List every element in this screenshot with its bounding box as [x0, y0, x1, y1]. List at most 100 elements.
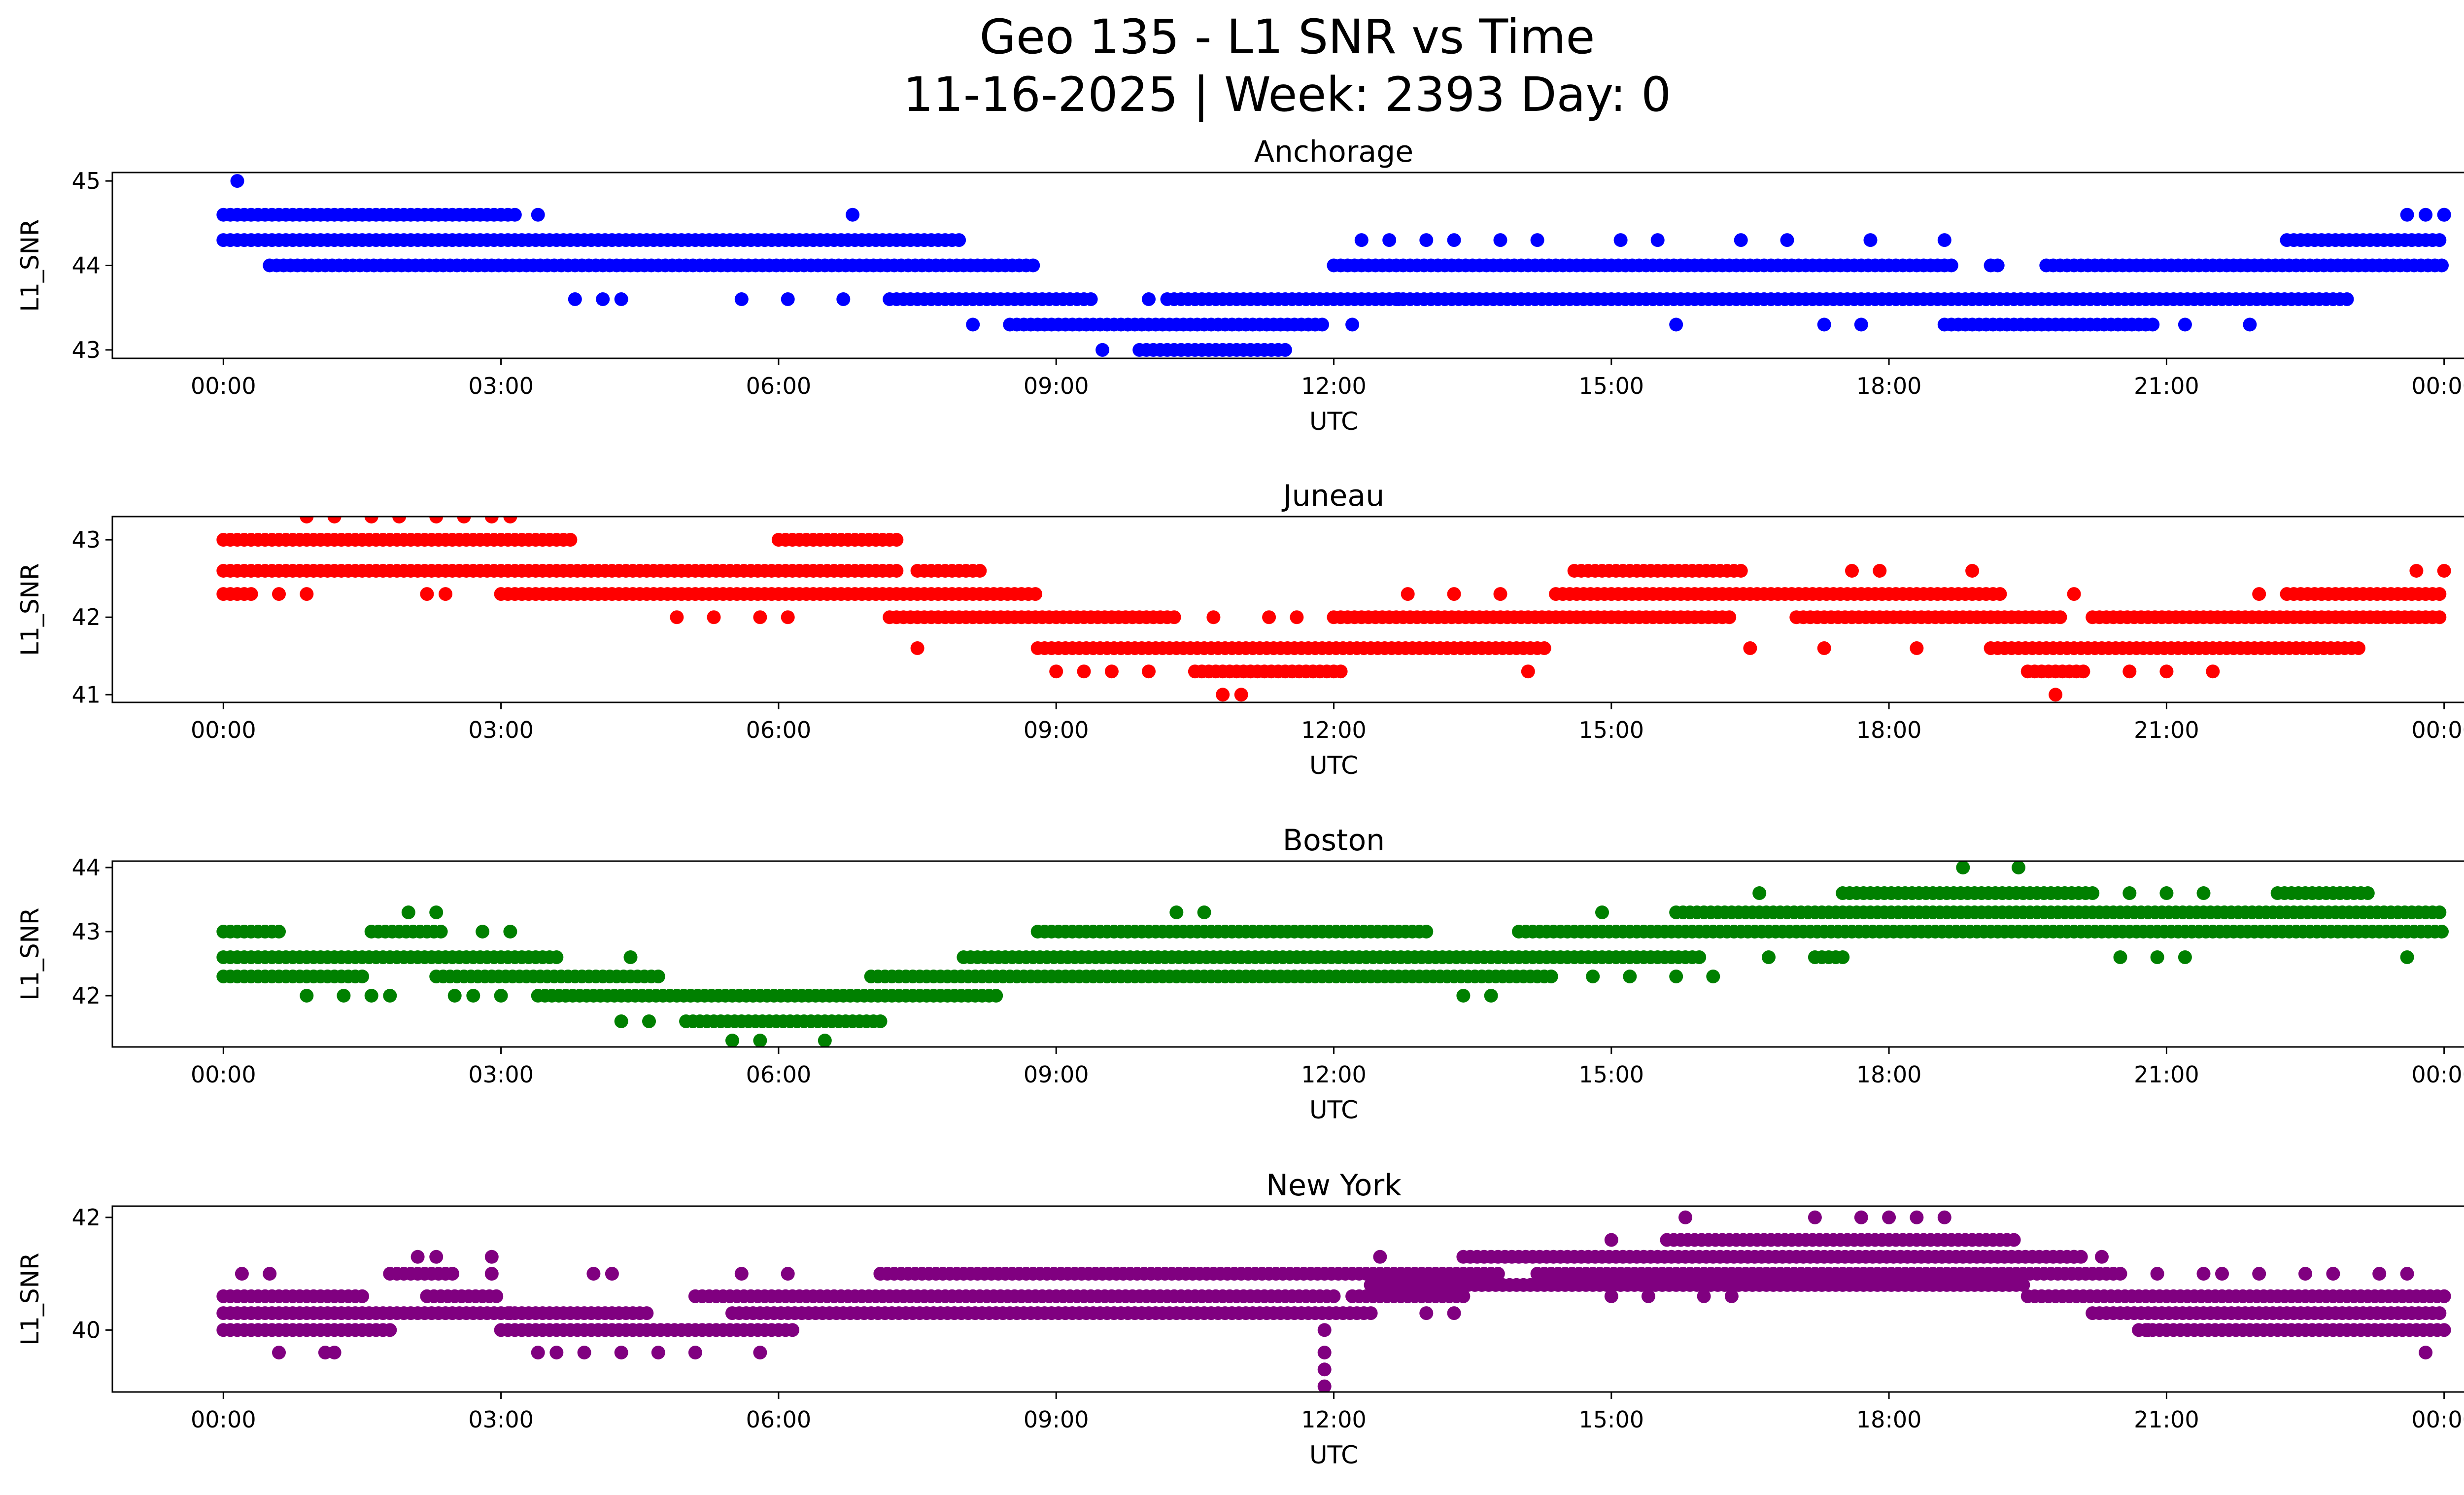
data-point	[2141, 1323, 2155, 1337]
data-point	[1537, 641, 1551, 655]
data-point	[401, 905, 415, 919]
data-point	[1206, 610, 1221, 625]
data-point	[327, 517, 342, 523]
data-point	[2432, 587, 2447, 601]
panel-title: Juneau	[1281, 479, 1384, 513]
data-point	[973, 564, 987, 578]
data-point	[1142, 292, 1156, 306]
data-point	[1623, 970, 1637, 983]
data-point	[563, 533, 578, 547]
panel-anchorage: Anchorage 43 44 45 00:00 03:00 06:00 09:00 12:00…	[16, 135, 2464, 436]
data-point	[781, 1267, 795, 1281]
data-point	[2113, 950, 2127, 964]
data-point	[651, 1346, 665, 1359]
x-tick-label: 00:00	[2411, 1406, 2464, 1433]
x-tick-label: 09:00	[1024, 1061, 1089, 1088]
data-point	[2252, 587, 2266, 601]
data-point	[1697, 1289, 1711, 1303]
x-tick-label: 18:00	[1856, 1406, 1922, 1433]
data-point	[300, 989, 314, 1003]
chart-subtitle: 11-16-2025 | Week: 2393 Day: 0	[903, 67, 1672, 123]
data-point	[1641, 1289, 1655, 1303]
y-tick-label: 43	[71, 526, 101, 553]
data-point	[1669, 970, 1683, 983]
data-point	[1530, 233, 1544, 247]
series-points	[216, 1210, 2451, 1392]
data-point	[2340, 292, 2354, 306]
data-point	[2159, 1323, 2174, 1337]
data-point	[2007, 1233, 2021, 1247]
data-point	[2437, 1323, 2451, 1337]
data-point	[1722, 610, 1737, 625]
data-point	[734, 292, 749, 306]
data-point	[1817, 317, 1831, 332]
x-tick-label: 15:00	[1579, 1061, 1644, 1088]
panel-new-york: New York 40 42 00:00 03:00 06:00 09:00 12:00 15:…	[16, 1168, 2464, 1469]
panel-title: New York	[1266, 1168, 1402, 1203]
data-point	[596, 292, 610, 306]
data-point	[355, 1289, 369, 1303]
data-point	[1493, 233, 1507, 247]
data-point	[1447, 233, 1461, 247]
data-point	[434, 925, 448, 939]
data-point	[2067, 1250, 2081, 1264]
x-tick-label: 21:00	[2134, 1061, 2199, 1088]
data-point	[1965, 564, 1980, 578]
x-tick-label: 21:00	[2134, 1406, 2199, 1433]
x-tick-label: 09:00	[1024, 717, 1089, 743]
data-point	[230, 174, 244, 188]
y-tick-label: 41	[71, 681, 101, 708]
x-tick-label: 03:00	[468, 1061, 534, 1088]
data-point	[429, 905, 444, 919]
x-tick-label: 00:00	[191, 373, 256, 399]
data-point	[2113, 1267, 2127, 1281]
data-point	[1419, 1306, 1434, 1321]
data-point	[1197, 905, 1211, 919]
data-point	[1780, 233, 1794, 247]
data-point	[2150, 950, 2164, 964]
data-point	[1049, 664, 1063, 679]
x-axis-label: UTC	[1309, 1096, 1358, 1124]
data-point	[272, 925, 286, 939]
data-point	[1028, 587, 1042, 601]
data-point	[873, 1267, 888, 1281]
data-point	[1188, 292, 1202, 306]
data-point	[2437, 564, 2451, 578]
data-point	[1544, 970, 1558, 983]
data-point	[2086, 886, 2100, 900]
data-point	[890, 564, 904, 578]
data-point	[1678, 1210, 1692, 1224]
panels: Anchorage 43 44 45 00:00 03:00 06:00 09:00 12:00…	[16, 135, 2464, 1469]
data-point	[263, 1267, 277, 1281]
y-tick-label: 44	[71, 252, 101, 279]
y-axis-label: L1_SNR	[16, 907, 44, 1001]
data-point	[2122, 664, 2137, 679]
x-tick-label: 03:00	[468, 1406, 534, 1433]
data-point	[2178, 950, 2192, 964]
data-point	[549, 1346, 564, 1359]
data-point	[549, 950, 564, 964]
data-point	[2400, 950, 2414, 964]
data-point	[2435, 258, 2449, 273]
data-point	[1317, 1346, 1332, 1359]
x-tick-label: 15:00	[1579, 1406, 1644, 1433]
x-tick-label: 21:00	[2134, 717, 2199, 743]
data-point	[484, 517, 499, 523]
x-tick-label: 06:00	[746, 717, 812, 743]
data-point	[235, 1267, 249, 1281]
data-point	[484, 1267, 499, 1281]
x-tick-label: 12:00	[1301, 1406, 1367, 1433]
data-point	[364, 517, 378, 523]
data-point	[651, 970, 665, 983]
data-point	[1762, 950, 1776, 964]
data-point	[1965, 292, 1980, 306]
panel-boston: Boston 42 43 44 00:00 03:00 06:00 09:00 12:00 15:…	[16, 823, 2464, 1124]
data-point	[489, 1289, 504, 1303]
data-point	[445, 1267, 459, 1281]
y-axis-label: L1_SNR	[16, 219, 44, 312]
data-point	[688, 1346, 702, 1359]
data-point	[2012, 861, 2025, 874]
data-point	[1373, 1250, 1387, 1264]
data-point	[429, 1250, 444, 1264]
